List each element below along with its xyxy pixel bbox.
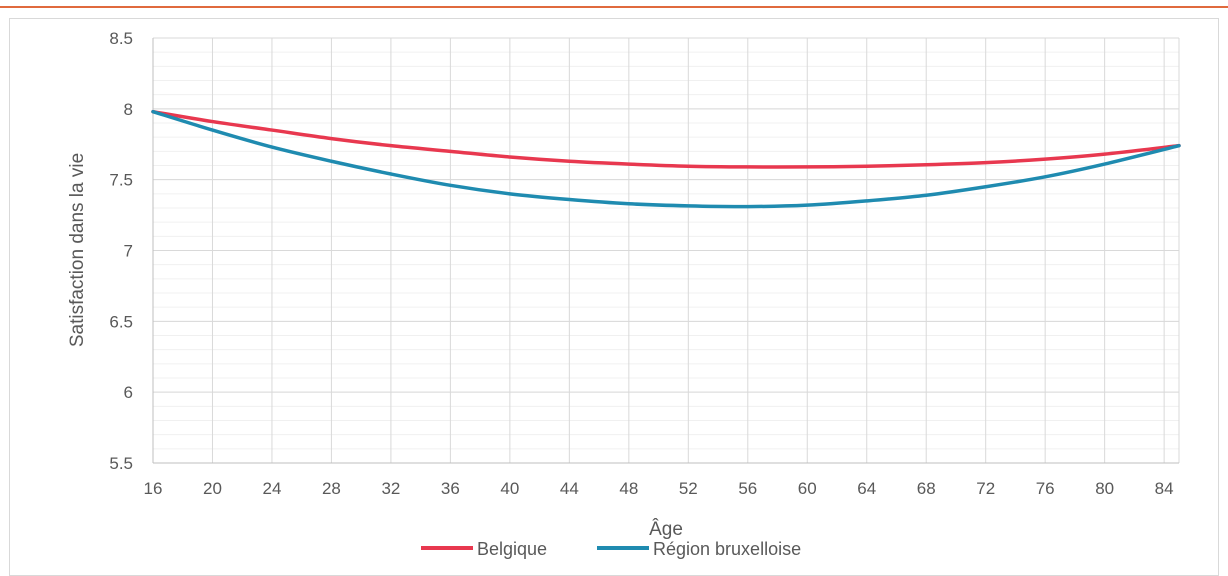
x-tick-label: 60: [798, 479, 817, 498]
y-tick-label: 5.5: [109, 454, 133, 473]
axes: [152, 38, 1179, 464]
legend: Belgique Région bruxelloise: [421, 539, 801, 559]
tick-labels: 5.5 6 6.5 7 7.5 8 8.5 16 20 24 28 32 36 40 44 48 52 56 60 6…: [109, 29, 1173, 498]
x-tick-label: 80: [1095, 479, 1114, 498]
y-tick-label: 6.5: [109, 312, 133, 331]
x-tick-label: 84: [1155, 479, 1174, 498]
x-tick-label: 52: [679, 479, 698, 498]
x-tick-label: 28: [322, 479, 341, 498]
y-tick-label: 8.5: [109, 29, 133, 48]
x-tick-label: 16: [144, 479, 163, 498]
x-tick-label: 76: [1036, 479, 1055, 498]
y-axis-title: Satisfaction dans la vie: [67, 153, 88, 347]
x-tick-label: 44: [560, 479, 579, 498]
x-axis-title: Âge: [649, 518, 683, 540]
x-tick-label: 68: [917, 479, 936, 498]
x-tick-label: 64: [857, 479, 876, 498]
y-tick-label: 7: [124, 242, 133, 261]
x-tick-label: 72: [976, 479, 995, 498]
legend-label-belgique: Belgique: [477, 539, 547, 559]
heading-underline: [0, 6, 1228, 8]
x-tick-label: 56: [738, 479, 757, 498]
x-tick-label: 40: [500, 479, 519, 498]
x-tick-label: 32: [381, 479, 400, 498]
x-tick-label: 24: [262, 479, 281, 498]
legend-label-region-bruxelloise: Région bruxelloise: [653, 539, 801, 559]
series-line-belgique: [151, 109, 1181, 169]
cropped-heading-banner: [0, 0, 1228, 8]
y-tick-label: 7.5: [109, 171, 133, 190]
x-tick-label: 48: [619, 479, 638, 498]
y-tick-label: 8: [124, 100, 133, 119]
series-lines: [151, 109, 1181, 209]
gridlines: [152, 37, 1180, 464]
y-tick-label: 6: [124, 383, 133, 402]
series-line-region-bruxelloise: [151, 109, 1181, 209]
x-tick-label: 20: [203, 479, 222, 498]
x-tick-label: 36: [441, 479, 460, 498]
